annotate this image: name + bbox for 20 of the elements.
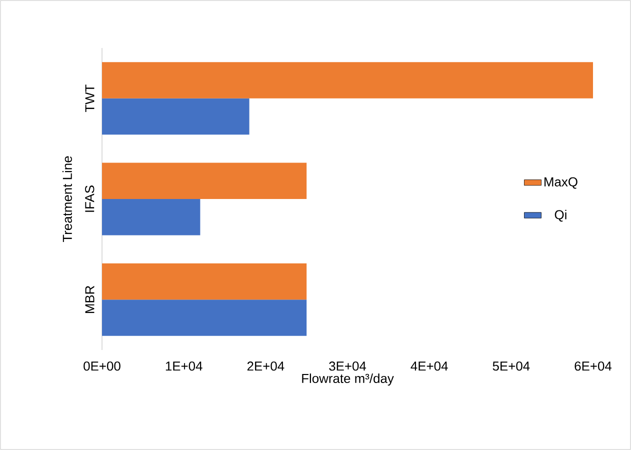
y-tick-label: IFAS [85, 186, 94, 212]
x-tick-label: 5E+04 [492, 362, 530, 371]
x-tick-label: 0E+00 [84, 362, 120, 371]
x-tick-label: 3E+04 [329, 362, 366, 371]
bar [102, 62, 594, 98]
bar [102, 263, 307, 300]
x-tick-label: 2E+04 [247, 362, 284, 371]
x-tick-label: 4E+04 [410, 362, 448, 371]
legend-label: Qi [554, 210, 566, 222]
bar [102, 300, 307, 336]
legend-label: MaxQ [544, 177, 578, 189]
x-tick-label: 6E+04 [574, 362, 612, 371]
y-tick-label: MBR [85, 286, 94, 313]
bar [102, 98, 250, 135]
bar [102, 198, 200, 236]
y-axis-title: Treatment Line [62, 156, 72, 242]
bar [102, 162, 307, 199]
x-tick-label: 1E+04 [166, 362, 202, 371]
x-axis-title: Flowrate m³/day [302, 374, 394, 386]
y-tick-label: TWT [85, 84, 94, 112]
